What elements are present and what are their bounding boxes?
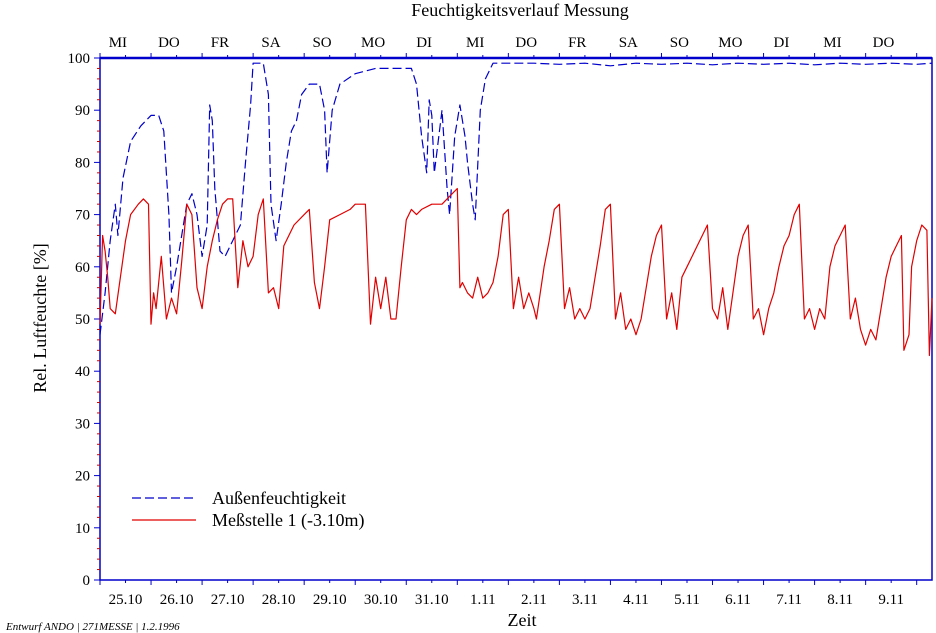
weekday-label: SO bbox=[670, 35, 689, 51]
y-tick-label: 20 bbox=[75, 469, 90, 485]
y-axis-label: Rel. Luftfeuchte [%] bbox=[30, 243, 50, 392]
weekday-label: SA bbox=[261, 35, 280, 51]
date-label: 25.10 bbox=[109, 592, 143, 608]
weekday-label: MI bbox=[466, 35, 484, 51]
date-label: 5.11 bbox=[674, 592, 700, 608]
y-tick-label: 50 bbox=[75, 312, 90, 328]
weekday-label: DO bbox=[515, 35, 537, 51]
chart-series bbox=[99, 62, 933, 357]
weekday-label: MO bbox=[361, 35, 385, 51]
y-tick-label: 60 bbox=[75, 260, 90, 276]
date-label: 2.11 bbox=[521, 592, 547, 608]
date-label: 4.11 bbox=[623, 592, 649, 608]
y-tick-label: 70 bbox=[75, 208, 90, 224]
x-axis-label: Zeit bbox=[508, 610, 537, 630]
legend-label: Meßstelle 1 (-3.10m) bbox=[212, 510, 364, 531]
y-tick-label: 100 bbox=[68, 51, 91, 67]
y-tick-label: 80 bbox=[75, 155, 90, 171]
date-label: 26.10 bbox=[160, 592, 194, 608]
chart-axes: 0 10 20 30 40 50 60 70 80 90 100 MI DO FR SA SO MO DI MI DO… bbox=[68, 35, 933, 608]
date-label: 28.10 bbox=[262, 592, 296, 608]
weekday-label: FR bbox=[211, 35, 229, 51]
y-tick-label: 90 bbox=[75, 103, 90, 119]
chart-title: Feuchtigkeitsverlauf Messung bbox=[411, 0, 628, 20]
weekday-label: DO bbox=[873, 35, 895, 51]
date-label: 7.11 bbox=[776, 592, 802, 608]
y-tick-label: 30 bbox=[75, 416, 90, 432]
date-label: 3.11 bbox=[572, 592, 598, 608]
weekday-label: DI bbox=[416, 35, 432, 51]
weekday-label: FR bbox=[568, 35, 586, 51]
date-label: 1.11 bbox=[470, 592, 496, 608]
y-tick-label: 10 bbox=[75, 521, 90, 537]
date-label: 30.10 bbox=[364, 592, 398, 608]
legend-label: Außenfeuchtigkeit bbox=[212, 488, 346, 508]
series-line-1 bbox=[99, 62, 933, 335]
y-tick-label: 40 bbox=[75, 364, 90, 380]
weekday-label: MI bbox=[109, 35, 127, 51]
date-label: 9.11 bbox=[878, 592, 904, 608]
weekday-label: SO bbox=[312, 35, 331, 51]
date-label: 31.10 bbox=[415, 592, 449, 608]
series-line-2 bbox=[99, 187, 933, 357]
date-label: 6.11 bbox=[725, 592, 751, 608]
date-label: 27.10 bbox=[211, 592, 245, 608]
weekday-label: MI bbox=[823, 35, 841, 51]
weekday-label: DO bbox=[158, 35, 180, 51]
weekday-label: SA bbox=[619, 35, 638, 51]
weekday-label: MO bbox=[718, 35, 742, 51]
date-label: 29.10 bbox=[313, 592, 347, 608]
weekday-label: DI bbox=[774, 35, 790, 51]
date-label: 8.11 bbox=[827, 592, 853, 608]
y-tick-label: 0 bbox=[83, 573, 91, 589]
footer-note: Entwurf ANDO | 271MESSE | 1.2.1996 bbox=[5, 621, 180, 633]
